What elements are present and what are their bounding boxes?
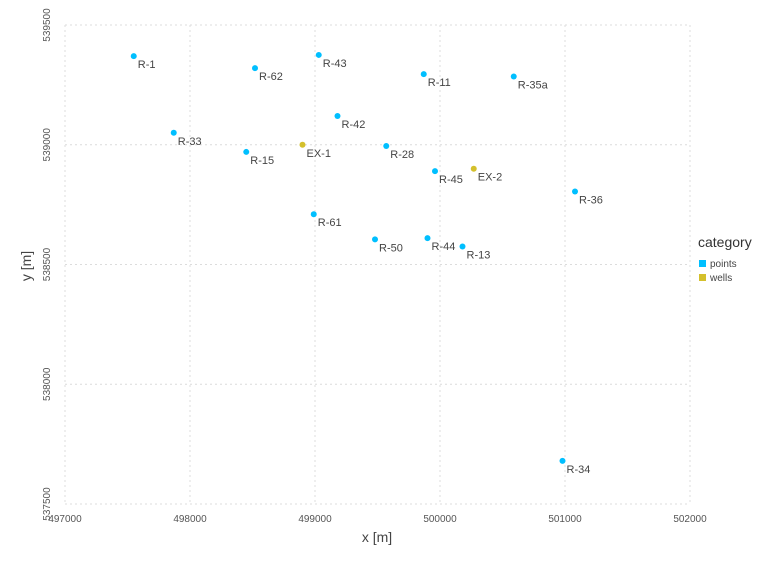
- data-point-r-1: [130, 53, 137, 60]
- point-label-r-15: R-15: [250, 155, 274, 167]
- x-tick-label: 500000: [423, 514, 457, 525]
- point-label-r-11: R-11: [428, 77, 451, 89]
- data-point-ex-2: [470, 165, 477, 172]
- data-point-r-44: [424, 235, 431, 242]
- x-axis-title: x [m]: [362, 529, 392, 545]
- data-point-r-13: [459, 243, 466, 250]
- point-label-r-28: R-28: [390, 149, 414, 161]
- data-point-r-45: [432, 168, 438, 175]
- y-tick-label: 537500: [42, 487, 53, 521]
- tick-labels: 497000 498000 499000 500000 501000 502000 5375…: [42, 8, 707, 525]
- legend-title: category: [698, 234, 752, 250]
- x-tick-label: 497000: [48, 514, 82, 525]
- point-labels: R-1 R-62 R-43 R-11 R-35a R-42 R-33 R-15 R-28 R-45…: [138, 58, 603, 476]
- y-axis-title: y [m]: [18, 251, 34, 281]
- data-points: [130, 51, 578, 464]
- point-label-r-45: R-45: [439, 174, 463, 186]
- data-point-r-34: [559, 457, 566, 464]
- data-point-r-43: [315, 51, 322, 58]
- data-point-r-11: [420, 71, 427, 78]
- data-point-r-61: [310, 211, 317, 218]
- legend-label-points: points: [710, 259, 737, 270]
- legend-swatch-points: [699, 260, 706, 267]
- x-tick-label: 502000: [673, 514, 707, 525]
- y-tick-label: 539500: [42, 8, 53, 42]
- data-point-r-36: [572, 188, 578, 195]
- point-label-r-50: R-50: [379, 242, 403, 254]
- x-tick-label: 501000: [548, 514, 582, 525]
- y-tick-label: 538500: [42, 247, 53, 281]
- data-point-r-15: [243, 148, 250, 155]
- point-label-r-13: R-13: [467, 250, 491, 262]
- point-label-r-43: R-43: [323, 58, 347, 70]
- y-tick-label: 539000: [42, 128, 53, 162]
- legend: category points wells: [698, 234, 752, 284]
- point-label-r-34: R-34: [567, 464, 591, 476]
- point-label-ex-1: EX-1: [307, 148, 331, 160]
- x-tick-label: 499000: [298, 514, 332, 525]
- point-label-r-61: R-61: [318, 217, 342, 229]
- point-label-r-1: R-1: [138, 59, 156, 71]
- legend-label-wells: wells: [709, 273, 732, 284]
- point-label-r-42: R-42: [342, 119, 366, 131]
- grid-layer: [64, 24, 691, 505]
- data-point-r-35a: [510, 73, 517, 80]
- x-tick-label: 498000: [173, 514, 207, 525]
- point-label-r-33: R-33: [178, 136, 202, 148]
- point-label-ex-2: EX-2: [478, 172, 502, 184]
- point-label-r-44: R-44: [432, 241, 456, 253]
- data-point-r-62: [252, 65, 258, 72]
- point-label-r-36: R-36: [579, 194, 603, 206]
- legend-items: points wells: [699, 259, 737, 284]
- data-point-ex-1: [299, 141, 306, 148]
- data-point-r-42: [334, 113, 341, 120]
- legend-swatch-wells: [699, 274, 706, 281]
- data-point-r-28: [383, 142, 390, 149]
- point-label-r-35a: R-35a: [518, 79, 549, 91]
- y-tick-label: 538000: [42, 367, 53, 401]
- data-point-r-50: [372, 236, 378, 243]
- point-label-r-62: R-62: [259, 71, 283, 83]
- data-point-r-33: [170, 129, 177, 136]
